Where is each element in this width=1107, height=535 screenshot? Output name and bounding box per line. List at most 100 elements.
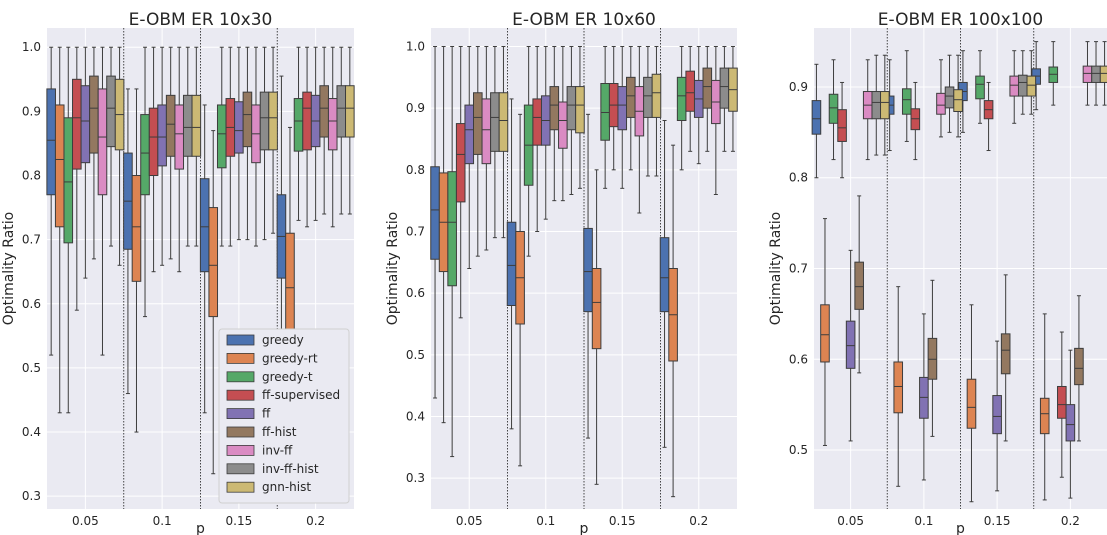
box-inv-ff bbox=[1082, 41, 1093, 106]
legend-swatch bbox=[226, 334, 255, 346]
box-body bbox=[506, 221, 517, 306]
chart-title: E-OBM ER 100x100 bbox=[878, 10, 1043, 30]
box-body bbox=[837, 109, 847, 142]
x-tick-label: 0.1 bbox=[536, 514, 555, 528]
y-tick-label: 0.9 bbox=[22, 104, 41, 118]
box-ff-hist bbox=[927, 279, 938, 437]
box-ff bbox=[919, 313, 929, 481]
box-gnn-hist bbox=[114, 46, 125, 266]
box-inv-ff-hist bbox=[1017, 50, 1028, 115]
box-body bbox=[174, 104, 185, 170]
box-body bbox=[591, 268, 602, 350]
box-body bbox=[54, 104, 65, 228]
box-body bbox=[199, 178, 210, 273]
y-tick-label: 0.5 bbox=[406, 348, 425, 362]
x-axis-label: p bbox=[196, 521, 205, 535]
box-ff-hist bbox=[702, 46, 713, 152]
box-body bbox=[234, 101, 244, 154]
box-inv-ff bbox=[327, 46, 338, 228]
y-tick-label: 0.4 bbox=[406, 410, 425, 424]
box-body bbox=[89, 75, 99, 154]
box-body bbox=[845, 320, 856, 369]
box-greedy bbox=[199, 104, 210, 414]
box-body bbox=[944, 86, 955, 109]
y-tick-label: 0.7 bbox=[789, 262, 808, 276]
box-ff bbox=[157, 46, 167, 266]
legend-swatch bbox=[226, 371, 255, 383]
box-body bbox=[97, 88, 108, 196]
box-ff bbox=[693, 46, 704, 165]
x-tick-label: 0.15 bbox=[226, 514, 253, 528]
box-body bbox=[80, 85, 91, 164]
box-body bbox=[464, 104, 475, 165]
box-body bbox=[1000, 333, 1011, 375]
box-body bbox=[455, 123, 466, 203]
legend: greedy greedy-rt greedy-t ff-supervised ff ff… bbox=[218, 328, 350, 504]
box-gnn-hist bbox=[953, 54, 963, 138]
box-body bbox=[901, 88, 912, 115]
chart-panel-2: 0.3 0.4 0.5 0.6 0.7 0.8 0.9 1.0 0.05 0.1 0.15 0.2 E-… bbox=[385, 10, 738, 535]
box-ff-supervised bbox=[302, 46, 312, 228]
box-body bbox=[936, 92, 946, 115]
legend-entry: inv-ff bbox=[262, 443, 293, 457]
box-greedy-rt bbox=[820, 218, 830, 446]
box-body bbox=[966, 378, 977, 429]
box-body bbox=[626, 76, 636, 118]
box-body bbox=[643, 76, 653, 118]
legend-swatch bbox=[226, 481, 255, 493]
box-body bbox=[46, 88, 56, 196]
box-gnn-hist bbox=[575, 46, 585, 189]
box-body bbox=[617, 86, 628, 131]
box-body bbox=[447, 171, 457, 287]
x-axis-label: p bbox=[580, 521, 589, 535]
box-body bbox=[157, 104, 167, 167]
legend-entry: ff-supervised bbox=[262, 388, 340, 402]
x-tick-label: 0.1 bbox=[153, 514, 172, 528]
y-tick-label: 0.8 bbox=[406, 163, 425, 177]
box-body bbox=[532, 98, 543, 146]
box-body bbox=[820, 304, 830, 363]
box-body bbox=[1057, 385, 1067, 419]
y-axis-label: Optimality Ratio bbox=[1, 212, 17, 325]
legend-entry: greedy-rt bbox=[262, 351, 318, 365]
y-tick-label: 1.0 bbox=[22, 40, 41, 54]
box-body bbox=[182, 94, 193, 157]
box-body bbox=[430, 166, 440, 260]
box-greedy-rt bbox=[131, 88, 142, 433]
box-inv-ff bbox=[251, 46, 261, 247]
box-gnn-hist bbox=[268, 46, 278, 234]
x-tick-label: 0.05 bbox=[456, 514, 483, 528]
box-body bbox=[659, 237, 670, 313]
legend-entry: greedy bbox=[262, 333, 304, 347]
legend-entry: ff bbox=[262, 407, 271, 421]
box-body bbox=[1017, 74, 1028, 97]
box-greedy bbox=[46, 46, 56, 356]
box-body bbox=[702, 67, 713, 109]
box-inv-ff-hist bbox=[643, 46, 653, 177]
box-ff-supervised bbox=[532, 46, 543, 232]
box-body bbox=[651, 73, 662, 118]
box-greedy-t bbox=[63, 46, 74, 414]
legend-swatch bbox=[226, 444, 255, 456]
box-greedy-rt bbox=[893, 286, 904, 487]
box-body bbox=[992, 395, 1002, 435]
box-body bbox=[1074, 347, 1084, 386]
box-body bbox=[498, 92, 509, 152]
box-body bbox=[490, 92, 500, 152]
legend-entry: inv-ff-hist bbox=[262, 462, 319, 476]
box-inv-ff-hist bbox=[106, 46, 116, 247]
box-ff bbox=[464, 46, 475, 269]
y-tick-label: 0.7 bbox=[406, 225, 425, 239]
x-tick-label: 0.05 bbox=[72, 514, 99, 528]
legend-swatch bbox=[226, 389, 255, 401]
y-tick-label: 0.9 bbox=[789, 80, 808, 94]
box-greedy-rt bbox=[668, 144, 678, 498]
box-ff-hist bbox=[1000, 274, 1011, 442]
box-greedy-rt bbox=[208, 130, 219, 475]
box-inv-ff-hist bbox=[719, 46, 730, 152]
box-body bbox=[165, 94, 176, 157]
y-tick-label: 0.7 bbox=[22, 233, 41, 247]
box-inv-ff-hist bbox=[1091, 41, 1101, 106]
box-body bbox=[719, 67, 730, 109]
box-greedy-t bbox=[293, 46, 304, 221]
